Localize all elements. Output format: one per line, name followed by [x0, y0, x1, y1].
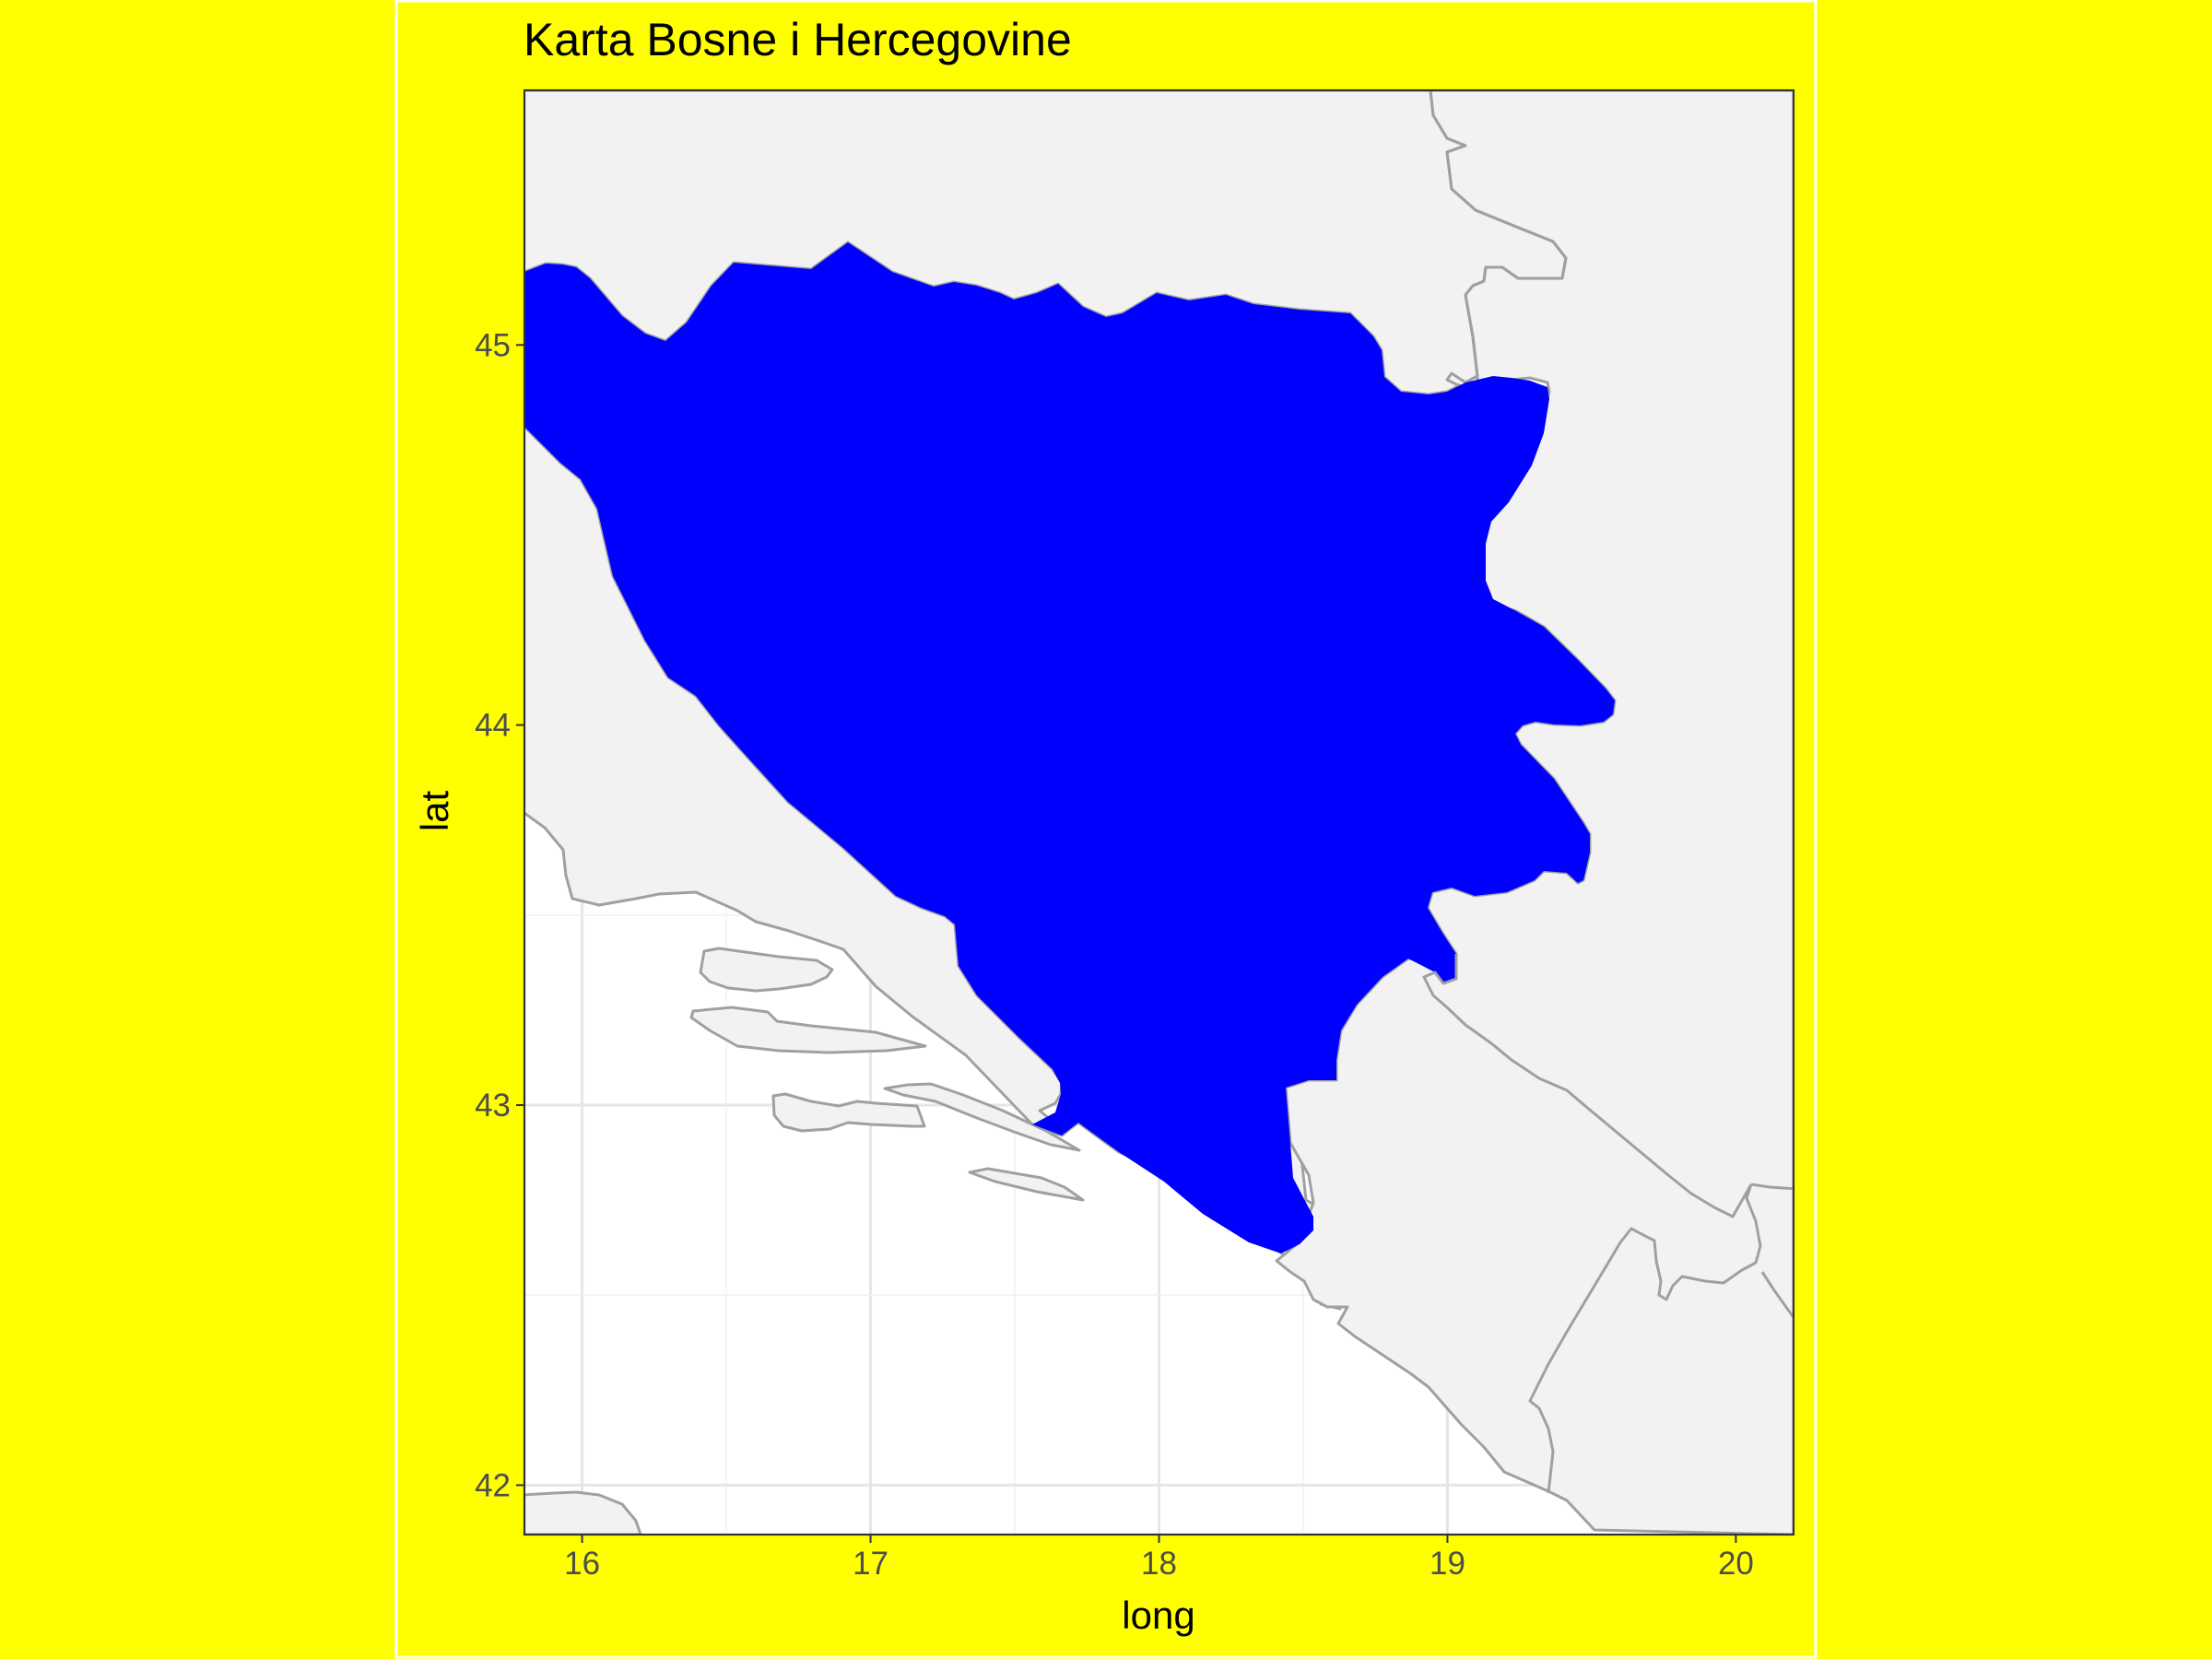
- y-tick-label: 45: [475, 327, 511, 363]
- map-layer: [524, 90, 1794, 1535]
- y-tick-label: 44: [475, 708, 511, 744]
- y-axis-title: lat: [413, 790, 456, 831]
- bosnia-herzegovina: [524, 242, 1615, 1253]
- x-tick-label: 17: [853, 1546, 888, 1582]
- island-5: [968, 1167, 1085, 1202]
- border-montenegro-albania: [1528, 1183, 1762, 1494]
- x-tick-label: 19: [1430, 1546, 1465, 1582]
- x-tick-label: 20: [1718, 1546, 1754, 1582]
- island-1: [699, 947, 834, 993]
- island-2: [689, 1006, 927, 1054]
- x-tick-label: 18: [1141, 1546, 1177, 1582]
- land-italy-corner: [524, 1490, 642, 1535]
- island-3: [771, 1092, 926, 1133]
- x-tick-label: 16: [564, 1546, 600, 1582]
- border-kosovo-albania: [1760, 1271, 1794, 1320]
- island-4: [883, 1082, 1081, 1152]
- border-croatia-serbia: [1429, 90, 1568, 377]
- y-tick-label: 42: [475, 1467, 511, 1503]
- y-tick-label: 43: [475, 1088, 511, 1124]
- border-serbia-montenegro: [1422, 954, 1753, 1218]
- x-axis: 16 17 18 19 20: [564, 1535, 1754, 1582]
- border-serbia-kosovo: [1750, 1182, 1794, 1191]
- x-axis-title: long: [1122, 1594, 1194, 1637]
- y-axis: 42 43 44 45: [475, 327, 524, 1503]
- plot-title: Karta Bosne i Hercegovine: [524, 14, 1072, 65]
